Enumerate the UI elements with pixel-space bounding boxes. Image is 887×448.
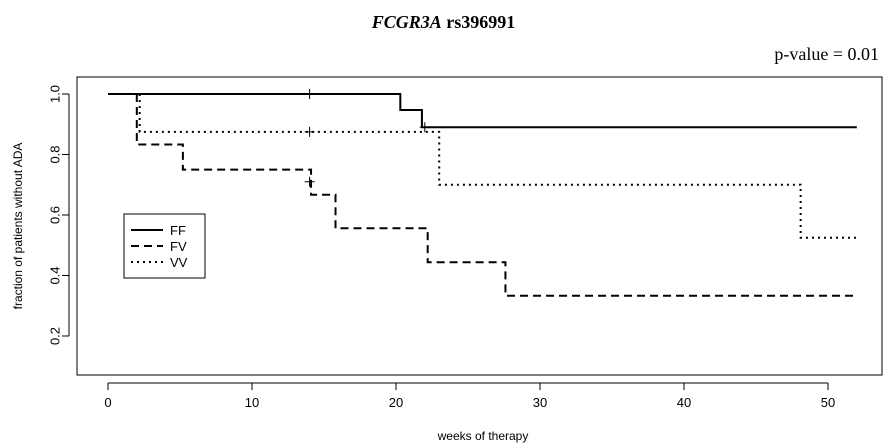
y-tick-label: 0.8 — [48, 145, 63, 163]
series-fv — [135, 94, 857, 297]
y-axis-label: fraction of patients without ADA — [11, 143, 25, 310]
series-line-vv — [138, 94, 857, 239]
series-vv — [138, 94, 857, 239]
censor-mark — [419, 122, 430, 133]
x-tick-label: 50 — [821, 395, 835, 410]
plot-frame — [76, 76, 883, 376]
p-value-annotation: p-value = 0.01 — [774, 44, 879, 64]
x-tick-label: 20 — [389, 395, 403, 410]
censor-mark — [304, 176, 315, 187]
legend-label-ff: FF — [170, 223, 186, 238]
series-layer — [108, 89, 857, 297]
chart-title-gene: FCGR3A — [371, 12, 442, 32]
x-tick-label: 40 — [677, 395, 691, 410]
censor-mark — [304, 89, 315, 99]
x-axis-label: weeks of therapy — [437, 429, 529, 443]
series-line-fv — [135, 94, 857, 297]
y-tick-label: 0.4 — [48, 266, 63, 284]
x-axis: 0 10 20 30 40 50 — [104, 382, 835, 410]
y-tick-label: 0.2 — [48, 327, 63, 345]
legend-label-vv: VV — [170, 255, 188, 270]
censor-mark — [304, 126, 315, 137]
x-tick-label: 30 — [533, 395, 547, 410]
legend-label-fv: FV — [170, 239, 187, 254]
chart-title: FCGR3A rs396991 — [0, 12, 887, 33]
chart-title-snp: rs396991 — [446, 12, 516, 32]
x-tick-label: 0 — [104, 395, 111, 410]
y-tick-label: 0.6 — [48, 206, 63, 224]
y-axis: 0.2 0.4 0.6 0.8 1.0 — [48, 85, 70, 345]
x-tick-label: 10 — [245, 395, 259, 410]
y-tick-label: 1.0 — [48, 85, 63, 103]
series-ff — [108, 89, 857, 133]
series-line-ff — [108, 93, 857, 129]
